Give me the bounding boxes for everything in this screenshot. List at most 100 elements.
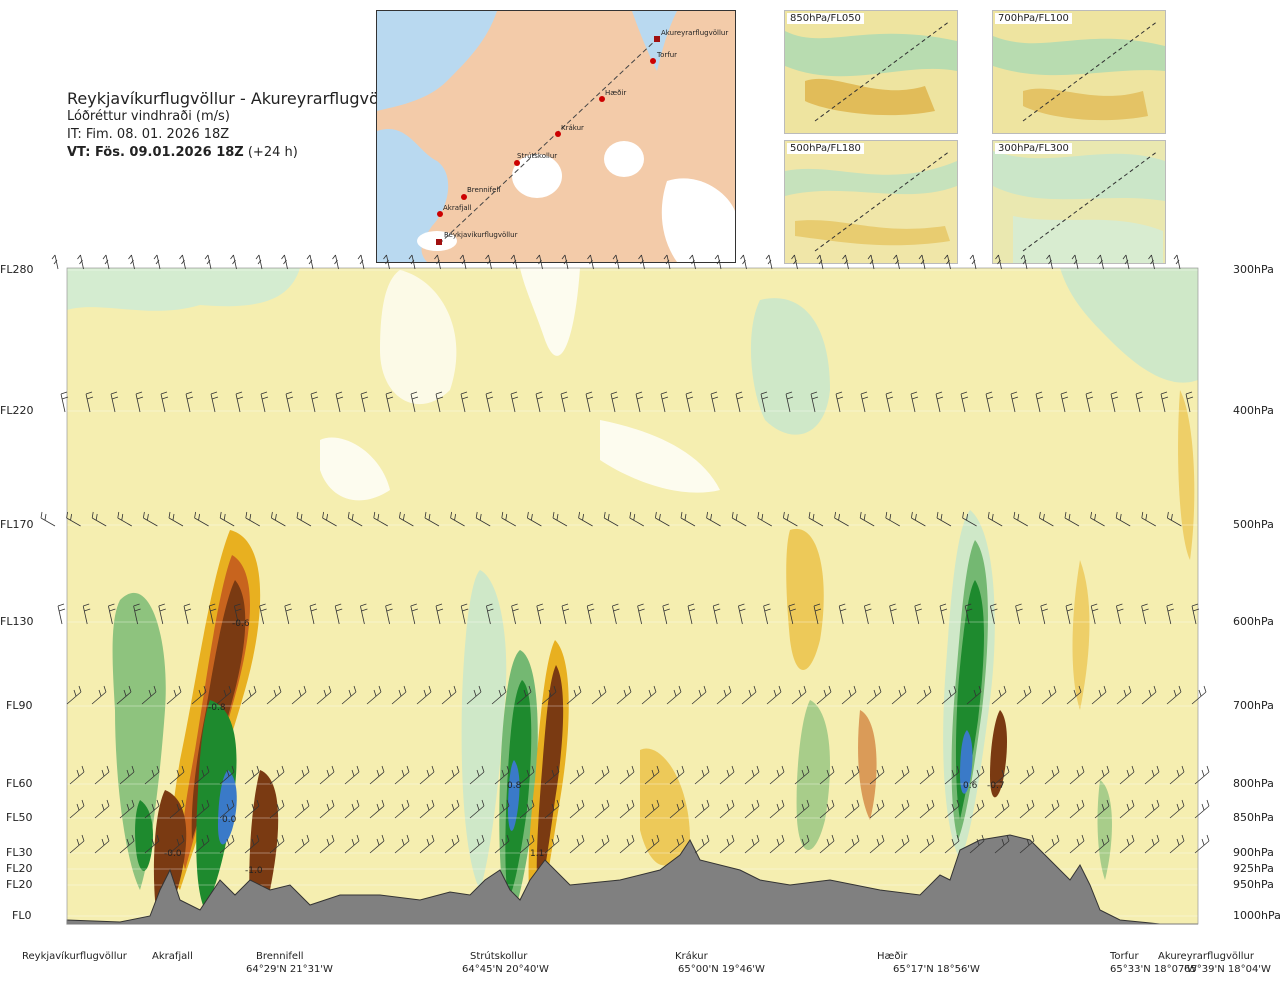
wind-barb — [866, 685, 882, 705]
wind-barb — [566, 685, 582, 705]
wind-barb — [1135, 391, 1144, 413]
wind-barb — [1169, 765, 1185, 785]
wind-barb — [1194, 834, 1210, 854]
wind-barb — [117, 511, 132, 527]
wind-barb — [1090, 603, 1099, 625]
wind-barb — [644, 834, 660, 854]
wind-barb — [360, 391, 369, 413]
wind-barb — [719, 765, 735, 785]
wind-barb — [344, 834, 360, 854]
wind-barb — [469, 765, 485, 785]
wind-barb — [85, 391, 94, 413]
wind-barb — [424, 511, 440, 527]
pressure-tick-label: 925hPa — [1233, 862, 1274, 875]
wind-barb — [219, 511, 235, 527]
wind-barb — [369, 765, 385, 785]
wind-barb — [1110, 391, 1119, 413]
wind-barb — [569, 834, 585, 854]
wind-barb — [294, 834, 310, 854]
wind-barb — [962, 511, 977, 527]
wind-barb — [1116, 603, 1124, 625]
wind-barb — [1094, 765, 1110, 785]
wind-barb — [460, 391, 469, 413]
wind-barb — [794, 765, 810, 785]
inset-850hpa-svg — [785, 11, 957, 133]
wind-barb — [219, 765, 235, 785]
wind-barb — [435, 391, 444, 413]
wind-barb — [919, 834, 935, 854]
wind-barb — [641, 685, 657, 705]
wind-barb — [541, 685, 557, 705]
wind-barb — [1169, 834, 1185, 854]
wind-barb — [394, 765, 410, 785]
wind-barb — [1115, 511, 1131, 527]
wind-barb — [40, 511, 56, 527]
wind-barb — [435, 603, 444, 625]
wind-barb — [219, 834, 235, 854]
wind-barb — [560, 391, 569, 413]
value-annotation: 0.8 — [507, 781, 522, 791]
value-annotation: -0.8 — [208, 703, 226, 713]
wind-barb — [466, 685, 482, 705]
wind-barb — [185, 391, 194, 413]
wind-barb — [910, 391, 919, 413]
wind-barb — [394, 799, 410, 819]
wind-barb — [291, 685, 307, 705]
wind-barb — [644, 799, 660, 819]
wind-barb — [285, 391, 294, 413]
wind-barb — [511, 603, 519, 625]
wind-barb — [91, 685, 107, 705]
wind-barb — [322, 511, 337, 527]
wind-barb — [685, 391, 694, 413]
wind-barb — [491, 685, 507, 705]
wind-barb — [1019, 834, 1035, 854]
wind-barb — [844, 799, 860, 819]
wind-barb — [666, 685, 682, 705]
wind-barb — [629, 511, 644, 527]
wind-barb — [102, 254, 110, 270]
wind-barb — [569, 799, 585, 819]
wind-barb — [1094, 799, 1110, 819]
fl-tick-label: FL20 — [6, 862, 33, 875]
wind-barb — [1066, 685, 1082, 705]
wind-barb — [991, 685, 1007, 705]
wind-barb — [486, 603, 494, 625]
wind-barb — [969, 254, 977, 270]
wind-barb — [1119, 834, 1135, 854]
wind-barb — [245, 511, 260, 527]
station-label: Hæðir — [877, 951, 908, 962]
wind-barb — [469, 799, 485, 819]
wind-barb — [662, 603, 670, 625]
wind-barb — [990, 603, 998, 625]
wind-barb — [366, 685, 382, 705]
wind-barb — [841, 685, 857, 705]
wind-barb — [516, 685, 532, 705]
wind-barb — [741, 685, 757, 705]
wind-barb — [1119, 799, 1135, 819]
wind-barb — [143, 511, 158, 527]
wind-barb — [689, 254, 696, 270]
wind-barb — [510, 254, 518, 270]
station-label: Strútskollur — [470, 951, 528, 962]
wind-barb — [869, 799, 885, 819]
wind-barb — [1169, 799, 1185, 819]
wind-barb — [819, 834, 835, 854]
station-label: Brennifell — [256, 951, 304, 962]
wind-barb — [82, 603, 91, 625]
wind-barb — [944, 799, 960, 819]
wind-barb — [1085, 391, 1094, 413]
pressure-tick-label: 600hPa — [1233, 615, 1274, 628]
fl-tick-label: FL20 — [6, 878, 33, 891]
wind-barbs — [40, 254, 1210, 854]
wind-barb — [594, 765, 610, 785]
map-label-akrafjall: Akrafjall — [443, 204, 472, 212]
wind-barb — [69, 799, 85, 819]
fl-tick-label: FL280 — [0, 263, 34, 276]
wind-barb — [410, 603, 418, 625]
wind-barb — [864, 603, 872, 625]
cross-section-field — [67, 268, 1198, 924]
fl-tick-label: FL0 — [12, 909, 32, 922]
wind-barb — [586, 603, 595, 625]
wind-barb — [294, 799, 310, 819]
wind-barb — [128, 254, 135, 270]
